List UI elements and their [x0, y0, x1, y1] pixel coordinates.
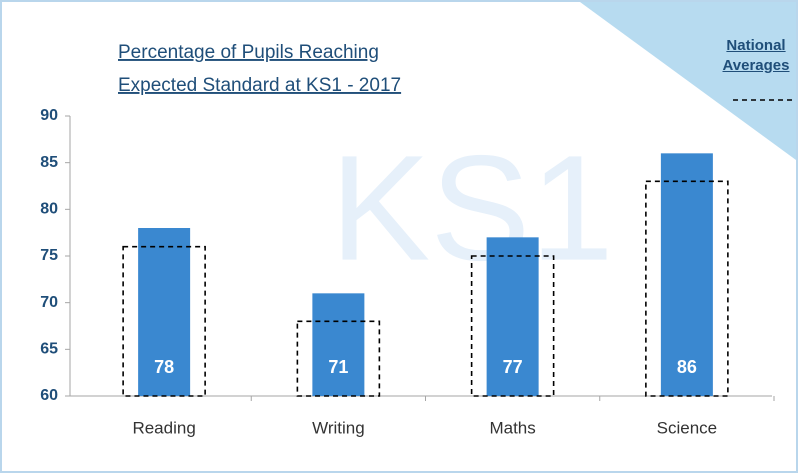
x-tick-label: Science	[657, 418, 717, 437]
data-label: 71	[328, 357, 348, 377]
x-tick-label: Writing	[312, 418, 365, 437]
bar	[138, 228, 191, 396]
chart-title: Percentage of Pupils Reaching	[118, 42, 379, 63]
y-tick-label: 90	[40, 107, 58, 124]
bar	[660, 153, 713, 396]
national-average	[122, 245, 206, 397]
y-tick-label: 60	[40, 387, 58, 404]
bar	[486, 237, 539, 396]
y-tick-label: 70	[40, 294, 58, 311]
chart-title: Expected Standard at KS1 - 2017	[118, 75, 401, 96]
data-label: 78	[154, 357, 174, 377]
bar	[312, 293, 365, 396]
x-tick-label: Reading	[132, 418, 195, 437]
data-label: 86	[677, 357, 697, 377]
data-label: 77	[503, 357, 523, 377]
y-tick-label: 75	[40, 247, 58, 264]
y-tick-label: 65	[40, 341, 58, 358]
national-average	[645, 180, 729, 397]
y-tick-label: 85	[40, 154, 58, 171]
legend-label: National Averages	[722, 37, 790, 74]
national-average	[296, 320, 381, 397]
y-tick-label: 80	[40, 201, 58, 218]
legend-corner	[580, 2, 796, 160]
national-average	[470, 255, 555, 397]
x-tick-label: Maths	[489, 418, 535, 437]
